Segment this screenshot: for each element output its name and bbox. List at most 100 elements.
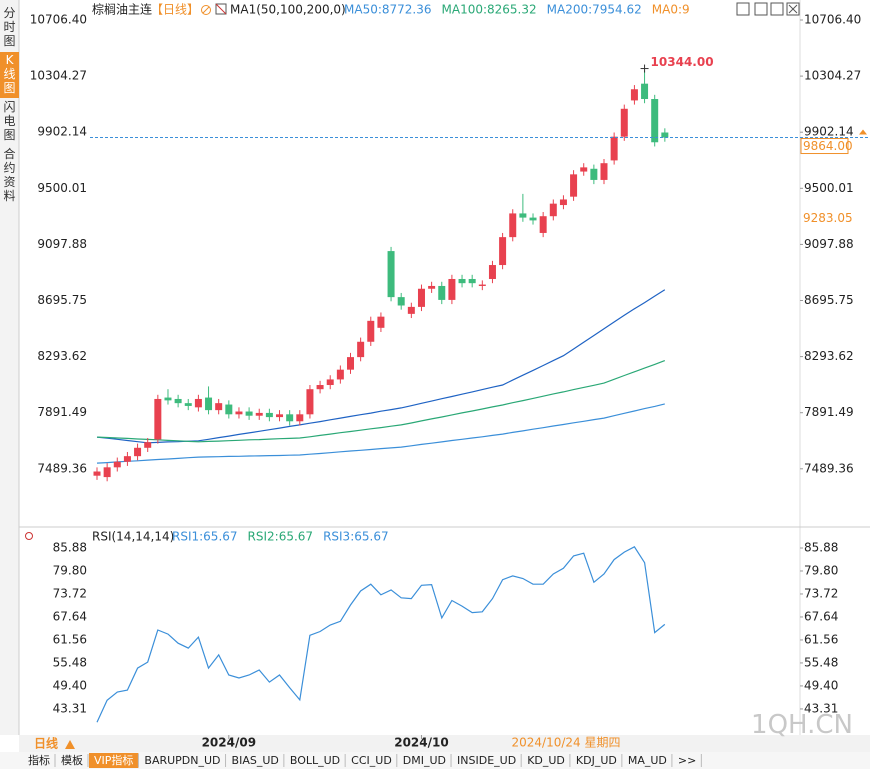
marker-price-label: 9283.05 <box>803 211 853 225</box>
candle-body <box>215 403 223 411</box>
side-tab[interactable]: 分时图 <box>3 6 15 48</box>
y-tick-label-left: 7891.49 <box>37 405 87 419</box>
bottom-tab-bar <box>0 752 870 769</box>
y-tick-label-right: 79.80 <box>804 563 838 577</box>
candle-body <box>641 83 649 100</box>
legend-entry: RSI3:65.67 <box>323 530 389 544</box>
y-tick-label-left: 9902.14 <box>37 125 87 139</box>
bottom-tabs: 指标 模板 VIP指标 BARUPDN_UD BIAS_UD BOLL_UD CCI_UD D… <box>23 753 702 768</box>
bottom-tab-label[interactable]: KDJ_UD <box>576 754 617 767</box>
candle-body <box>235 411 243 415</box>
bottom-tab-label[interactable]: BOLL_UD <box>290 754 340 767</box>
legend-entry: MA50:8772.36 <box>344 3 432 17</box>
last-price-label: 9864.00 <box>803 139 853 153</box>
y-tick-label-right: 9500.01 <box>804 181 854 195</box>
y-tick-label-left: 73.72 <box>53 586 87 600</box>
candle-body <box>103 467 111 478</box>
indicator-icon[interactable] <box>215 3 227 15</box>
bottom-tab[interactable]: 模板 <box>56 753 89 768</box>
zoom-icon[interactable] <box>736 2 750 16</box>
bottom-tab[interactable]: >> <box>673 753 702 768</box>
bottom-tab-label[interactable]: VIP指标 <box>94 753 133 767</box>
bottom-tab[interactable]: INSIDE_UD <box>452 753 522 768</box>
side-tab[interactable]: 闪电图 <box>3 100 15 142</box>
candle-body <box>549 203 557 217</box>
candle-body <box>407 306 415 314</box>
settings-icon[interactable] <box>201 5 211 15</box>
bottom-tab[interactable]: KDJ_UD <box>571 753 623 768</box>
candle-body <box>529 217 537 221</box>
bottom-tab-label[interactable]: CCI_UD <box>351 754 392 767</box>
side-tab-bar <box>0 0 19 735</box>
rsi-settings-icon[interactable] <box>25 532 33 540</box>
bottom-tab-label[interactable]: KD_UD <box>527 754 565 767</box>
candle-body <box>367 320 375 342</box>
side-tab[interactable]: K 线图 <box>3 53 15 95</box>
candle-body <box>276 414 284 418</box>
candle-body <box>336 369 344 380</box>
bottom-tab[interactable]: BARUPDN_UD <box>139 753 227 768</box>
candle-body <box>499 237 507 266</box>
bottom-tab[interactable]: VIP指标 <box>89 753 139 768</box>
bottom-tab[interactable]: KD_UD <box>522 753 571 768</box>
bottom-tab-label[interactable]: BARUPDN_UD <box>144 754 220 767</box>
y-tick-label-right: 8695.75 <box>804 293 854 307</box>
bottom-tab-label[interactable]: >> <box>678 754 696 767</box>
candle-body <box>265 412 273 418</box>
close-icon[interactable] <box>786 2 800 16</box>
bottom-tab-label[interactable]: BIAS_UD <box>232 754 279 767</box>
bottom-tab-label[interactable]: MA_UD <box>628 754 667 767</box>
bottom-tab[interactable]: DMI_UD <box>398 753 452 768</box>
bottom-tab-label[interactable]: DMI_UD <box>403 754 446 767</box>
candle-body <box>316 385 324 390</box>
y-tick-label-right: 10304.27 <box>804 69 861 83</box>
candle-body <box>225 404 233 415</box>
grid-icon[interactable] <box>770 2 784 16</box>
candle-body <box>387 251 395 298</box>
ma-line <box>96 403 665 464</box>
period-arrow[interactable] <box>65 740 75 749</box>
y-tick-label-right: 49.40 <box>804 678 838 692</box>
candle-body <box>458 278 466 284</box>
rsi-indicator-label: RSI(14,14,14) <box>92 530 174 544</box>
y-tick-label-left: 7489.36 <box>37 461 87 475</box>
shrink-icon[interactable] <box>754 2 768 16</box>
cursor-date: 2024/10/24 星期四 <box>512 736 621 750</box>
bottom-tab[interactable]: CCI_UD <box>346 753 398 768</box>
candle-body <box>651 99 659 143</box>
candle-body <box>347 357 354 370</box>
ma-line <box>96 360 666 443</box>
bottom-tab-label[interactable]: INSIDE_UD <box>457 754 516 767</box>
candle-body <box>559 199 567 206</box>
candle-body <box>123 456 131 462</box>
bottom-tab[interactable]: BIAS_UD <box>227 753 285 768</box>
candle-body <box>306 389 314 415</box>
y-tick-label-left: 61.56 <box>53 632 87 646</box>
indicator-label: MA1(50,100,200,0) <box>230 3 346 17</box>
bottom-tab[interactable]: MA_UD <box>623 753 673 768</box>
y-tick-label-left: 55.48 <box>53 655 87 669</box>
candle-body <box>610 136 618 161</box>
rsi-legend: RSI1:65.67 RSI2:65.67 RSI3:65.67 <box>172 530 389 544</box>
bottom-tab-label[interactable]: 指标 <box>28 753 50 767</box>
candle-body <box>255 412 263 416</box>
last-price-arrow <box>859 129 867 135</box>
y-tick-label-right: 9902.14 <box>804 125 854 139</box>
toolbar-icons <box>736 2 800 16</box>
x-tick-label: 2024/09 <box>202 736 256 750</box>
period-button[interactable]: 日线 <box>34 736 58 751</box>
ma-legend: MA50:8772.36 MA100:8265.32 MA200:7954.62 MA… <box>344 3 690 17</box>
y-tick-label-left: 49.40 <box>53 678 87 692</box>
last-price-box <box>800 138 849 155</box>
y-tick-label-right: 9097.88 <box>804 237 854 251</box>
candle-body <box>357 341 365 358</box>
candle-body <box>438 285 446 300</box>
bottom-tab[interactable]: BOLL_UD <box>285 753 346 768</box>
bottom-tab[interactable]: 指标 <box>23 753 56 768</box>
bottom-tab-label[interactable]: 模板 <box>61 753 83 767</box>
y-tick-label-right: 7489.36 <box>804 461 854 475</box>
side-tab[interactable]: 合约资料 <box>3 146 15 203</box>
y-tick-label-left: 85.88 <box>53 540 87 554</box>
y-tick-label-right: 8293.62 <box>804 349 854 363</box>
chart-title: 棕榈油主连 <box>92 2 152 17</box>
